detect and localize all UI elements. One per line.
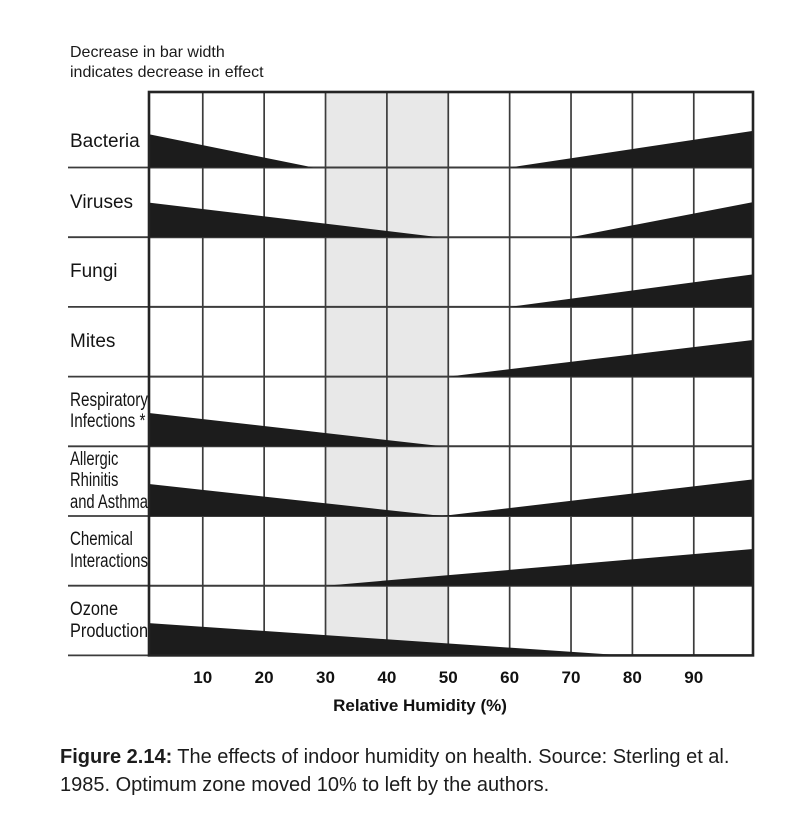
x-axis-title: Relative Humidity (%) (333, 696, 507, 715)
row-label: Respiratory Infections * (70, 377, 167, 447)
row-label-line: and Asthma (70, 491, 148, 513)
row-label: Mites (70, 307, 115, 377)
row-label-line: Chemical (70, 529, 133, 551)
row-label-line: Interactions (70, 550, 148, 572)
effect-wedge (442, 479, 753, 516)
x-tick-label: 20 (254, 668, 274, 687)
effect-wedge (149, 484, 443, 516)
x-tick-label: 50 (438, 668, 458, 687)
row-label: Allergic Rhinitis and Asthma (70, 446, 170, 516)
row-label: Viruses (70, 168, 133, 238)
figure-caption: Figure 2.14: The effects of indoor humidi… (60, 743, 760, 799)
legend-note-line1: Decrease in bar width (70, 44, 225, 61)
row-label-line: Allergic (70, 448, 119, 470)
caption-text-line1: The effects of indoor humidity on health… (177, 746, 730, 768)
row-label-line: Fungi (70, 261, 118, 283)
row-label-line: Rhinitis (70, 470, 119, 492)
effect-wedge (149, 412, 443, 447)
row-label: Bacteria (70, 107, 140, 177)
row-label: Fungi (70, 237, 118, 307)
row-label-line: Production (70, 620, 149, 642)
row-label-line: Infections * (70, 411, 146, 433)
row-label: Chemical Interactions (70, 516, 168, 586)
effect-wedge (149, 134, 314, 168)
effect-wedge (149, 623, 624, 656)
x-tick-label: 70 (561, 668, 581, 687)
row-label-line: Respiratory (70, 389, 149, 411)
row-label-line: Mites (70, 330, 116, 352)
caption-text-line2: 1985. Optimum zone moved 10% to left by … (60, 774, 550, 796)
legend-note: Decrease in bar width indicates decrease… (70, 43, 264, 83)
x-tick-label: 60 (500, 668, 520, 687)
row-label-line: Ozone (70, 599, 119, 621)
row-label-line: Viruses (70, 191, 134, 213)
effect-wedge (509, 274, 753, 307)
effect-wedge (509, 130, 753, 168)
legend-note-line2: indicates decrease in effect (70, 64, 264, 81)
x-tick-label: 90 (684, 668, 704, 687)
effect-wedge (149, 202, 440, 238)
effect-wedge (325, 548, 753, 586)
x-tick-label: 40 (377, 668, 397, 687)
figure-number: Figure 2.14: (60, 746, 173, 768)
effect-wedge (571, 202, 753, 238)
effect-wedge (448, 339, 753, 377)
chart-border (147, 90, 755, 657)
row-label: Ozone Production (70, 586, 161, 656)
x-tick-label: 80 (622, 668, 642, 687)
x-tick-label: 10 (193, 668, 213, 687)
row-label-line: Bacteria (70, 130, 140, 152)
x-tick-label: 30 (316, 668, 335, 687)
